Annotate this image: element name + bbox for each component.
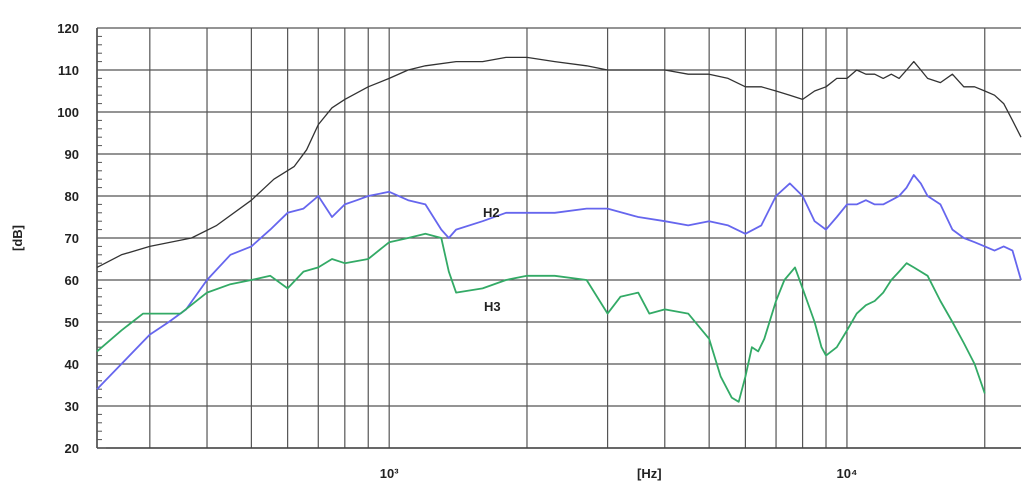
- x-tick-label-1: [Hz]: [637, 466, 662, 481]
- y-tick-label-40: 40: [65, 357, 79, 372]
- y-axis-label: [dB]: [10, 225, 25, 251]
- series-line-h2: [96, 174, 1022, 390]
- y-tick-label-110: 110: [58, 63, 79, 78]
- y-tick-label-50: 50: [65, 315, 79, 330]
- x-tick-label-2: 10⁴: [837, 466, 858, 481]
- series-line-main: [96, 56, 1022, 268]
- series-label-h3: H3: [484, 299, 501, 314]
- series-line-h3: [96, 232, 986, 403]
- y-tick-label-20: 20: [65, 441, 79, 456]
- labels: [dB] H2 H3: [10, 205, 501, 314]
- y-tick-label-60: 60: [65, 273, 79, 288]
- grid: [96, 27, 1021, 449]
- y-tick-label-120: 120: [57, 21, 79, 36]
- x-tick-label-0: 10³: [380, 466, 399, 481]
- series-label-h2: H2: [483, 205, 500, 220]
- y-tick-label-30: 30: [65, 399, 79, 414]
- y-tick-label-90: 90: [65, 147, 79, 162]
- y-tick-label-80: 80: [65, 189, 79, 204]
- y-tick-label-70: 70: [65, 231, 79, 246]
- y-tick-label-100: 100: [57, 105, 79, 120]
- axis-ticks: 20 30 40 50 60 70 80 90 100 110 120 10³ [Hz] 10⁴: [57, 21, 857, 481]
- series-group: [96, 56, 1022, 403]
